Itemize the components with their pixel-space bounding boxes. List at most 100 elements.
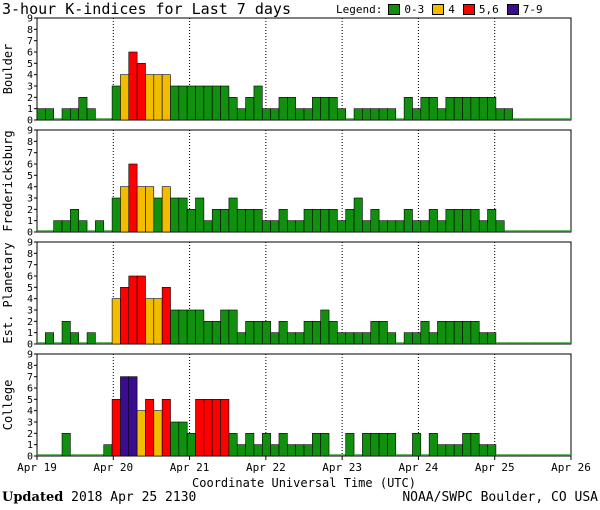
y-tick-label: 1	[27, 440, 33, 451]
k-bar	[245, 433, 255, 457]
x-tick-label: Apr 23	[322, 461, 362, 474]
k-bar	[61, 433, 71, 457]
k-bar	[36, 108, 46, 121]
y-tick-label: 5	[27, 59, 33, 70]
k-bar	[211, 209, 221, 233]
y-tick-label: 6	[27, 48, 33, 59]
k-bar	[253, 209, 263, 233]
k-bar	[120, 376, 130, 457]
k-bar	[37, 454, 46, 456]
k-bar	[203, 85, 213, 121]
k-bar	[195, 399, 205, 457]
k-bar	[37, 230, 46, 232]
k-bar	[478, 444, 488, 457]
k-bar	[153, 298, 163, 345]
k-bar	[95, 118, 104, 120]
chart-title: 3-hour K-indices for Last 7 days	[2, 0, 291, 18]
k-bar	[61, 321, 71, 345]
k-bar	[428, 97, 438, 121]
k-bar	[303, 444, 313, 457]
y-tick-label: 8	[27, 249, 33, 260]
k-bar	[345, 332, 355, 345]
k-bar	[136, 63, 146, 121]
k-bar	[253, 444, 263, 457]
k-bar	[278, 209, 288, 233]
panel-label-boulder: Boulder	[1, 44, 15, 95]
k-bar	[278, 321, 288, 345]
k-bar	[337, 108, 347, 121]
k-bar	[312, 433, 321, 457]
k-bar	[562, 230, 571, 232]
k-bar	[53, 220, 63, 233]
k-bar	[145, 186, 155, 233]
legend-title: Legend:	[336, 3, 383, 16]
k-bar	[328, 97, 338, 121]
x-tick-label: Apr 24	[399, 461, 439, 474]
k-bar	[287, 220, 296, 233]
k-bar	[362, 332, 372, 345]
k-bar	[420, 220, 430, 233]
updated-value: 2018 Apr 25 2130	[71, 490, 197, 505]
k-bar	[545, 118, 555, 120]
k-bar	[236, 108, 246, 121]
k-bar	[61, 220, 71, 233]
k-bar	[78, 220, 88, 233]
k-bar	[86, 108, 96, 121]
k-bar	[345, 209, 355, 233]
k-bar	[345, 433, 355, 457]
k-bar	[412, 433, 422, 457]
k-bar	[403, 97, 413, 121]
k-bar	[37, 342, 46, 344]
y-tick-label: 7	[27, 148, 33, 159]
k-bar	[529, 118, 538, 120]
panel-label-est-planetary: Est. Planetary	[1, 242, 15, 343]
k-bar	[178, 85, 188, 121]
k-bar	[78, 342, 88, 344]
k-bar	[378, 433, 388, 457]
y-tick-label: 3	[27, 194, 33, 205]
k-bar	[403, 209, 413, 233]
k-bar	[228, 309, 238, 345]
k-bar	[537, 118, 546, 120]
k-bar	[437, 321, 447, 345]
k-bar	[87, 454, 96, 456]
k-bar	[53, 454, 63, 456]
k-bar	[261, 108, 271, 121]
k-bar	[70, 454, 79, 456]
y-tick-label: 1	[27, 104, 33, 115]
y-tick-label: 7	[27, 36, 33, 47]
k-bar	[161, 186, 171, 233]
k-bar	[412, 108, 422, 121]
k-bar	[178, 309, 188, 345]
y-tick-label: 0	[27, 452, 33, 463]
k-bar	[562, 454, 571, 456]
k-bar	[462, 209, 472, 233]
k-bar	[353, 332, 363, 345]
y-tick-label: 2	[27, 205, 33, 216]
k-bar	[554, 118, 563, 120]
k-bar	[504, 230, 513, 232]
y-tick-label: 4	[27, 182, 33, 193]
k-bar	[412, 220, 422, 233]
k-bar	[428, 332, 438, 345]
k-bar	[554, 454, 563, 456]
k-bar	[529, 454, 538, 456]
k-bar	[478, 332, 488, 345]
x-tick-label: Apr 21	[170, 461, 210, 474]
k-bar	[487, 97, 497, 121]
k-bar	[220, 309, 230, 345]
k-bar	[470, 433, 480, 457]
k-bar	[428, 209, 438, 233]
legend-swatch-0-3	[388, 4, 401, 15]
k-bar	[470, 321, 480, 345]
k-bar	[161, 399, 171, 457]
k-bar	[520, 454, 530, 456]
k-bar	[195, 85, 205, 121]
y-tick-label: 5	[27, 283, 33, 294]
k-bar	[261, 433, 271, 457]
y-tick-label: 2	[27, 93, 33, 104]
k-bar	[186, 433, 196, 457]
k-bar	[120, 186, 130, 233]
y-tick-label: 1	[27, 328, 33, 339]
k-bar	[136, 275, 146, 345]
